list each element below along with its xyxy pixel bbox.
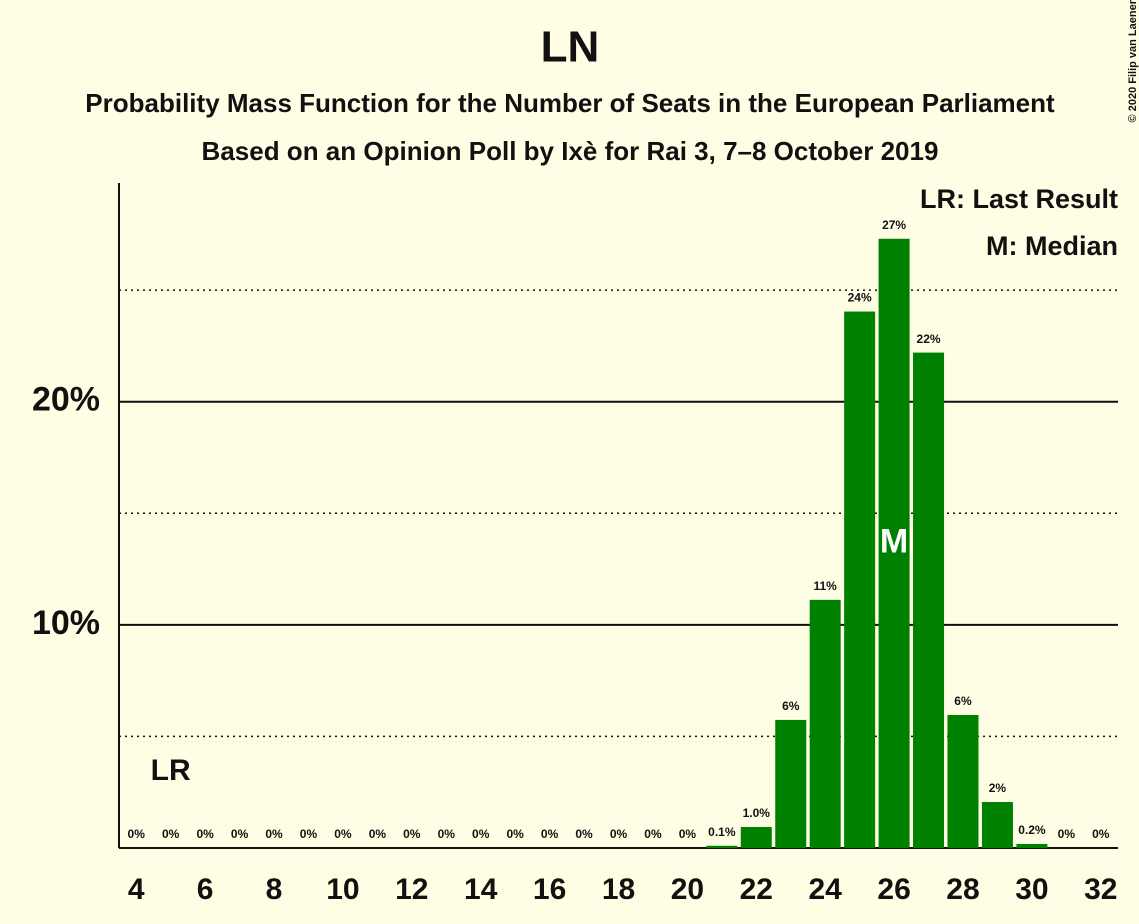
bar (913, 352, 945, 848)
value-label: 24% (848, 291, 872, 305)
value-label: 1.0% (743, 806, 771, 820)
x-tick-label: 32 (1084, 873, 1117, 906)
bar (740, 827, 772, 848)
value-label: 0% (403, 827, 421, 841)
value-label: 0% (265, 827, 283, 841)
bar (947, 715, 979, 848)
x-tick-label: 4 (128, 873, 145, 906)
value-label: 0% (369, 827, 387, 841)
value-label: 0% (644, 827, 662, 841)
value-label: 0% (231, 827, 249, 841)
chart-subtitle: Probability Mass Function for the Number… (85, 88, 1055, 118)
value-label: 0% (334, 827, 352, 841)
x-tick-label: 14 (464, 873, 498, 906)
x-tick-label: 12 (395, 873, 428, 906)
x-tick-label: 30 (1015, 873, 1048, 906)
value-label: 6% (782, 699, 800, 713)
value-label: 0% (679, 827, 697, 841)
bar (775, 719, 807, 848)
median-marker: M (880, 522, 908, 560)
value-label: 0% (196, 827, 214, 841)
legend-entry: LR: Last Result (920, 184, 1118, 214)
x-tick-label: 20 (671, 873, 704, 906)
value-label: 2% (989, 781, 1007, 795)
value-label: 0% (575, 827, 593, 841)
value-label: 0.2% (1018, 823, 1046, 837)
x-tick-label: 16 (533, 873, 566, 906)
value-label: 0% (1058, 827, 1076, 841)
bar (878, 238, 910, 849)
credit: © 2020 Filip van Laenen (1127, 0, 1139, 122)
value-label: 0% (300, 827, 318, 841)
value-label: 0% (438, 827, 456, 841)
chart-subtitle: Based on an Opinion Poll by Ixè for Rai … (202, 136, 939, 166)
x-tick-label: 8 (266, 873, 283, 906)
bar (706, 845, 738, 848)
x-tick-label: 26 (877, 873, 910, 906)
value-label: 0.1% (708, 825, 736, 839)
value-label: 11% (814, 579, 838, 593)
value-label: 0% (162, 827, 180, 841)
bar (981, 802, 1013, 848)
legend-entry: M: Median (986, 231, 1118, 261)
value-label: 0% (472, 827, 490, 841)
x-tick-label: 10 (326, 873, 359, 906)
value-label: 0% (610, 827, 628, 841)
bar (809, 599, 841, 848)
bar (844, 311, 876, 848)
last-result-marker: LR (151, 754, 191, 787)
value-label: 22% (917, 332, 941, 346)
value-label: 0% (1092, 827, 1110, 841)
y-tick-label: 10% (32, 604, 100, 642)
x-tick-label: 24 (809, 873, 843, 906)
value-label: 0% (541, 827, 559, 841)
y-tick-label: 20% (32, 381, 100, 419)
x-tick-label: 18 (602, 873, 635, 906)
value-label: 0% (506, 827, 524, 841)
value-label: 27% (882, 218, 906, 232)
chart-title: LN (541, 23, 600, 72)
bar (1016, 843, 1048, 848)
x-tick-label: 28 (946, 873, 979, 906)
value-label: 6% (954, 694, 972, 708)
x-tick-label: 22 (740, 873, 773, 906)
value-label: 0% (128, 827, 146, 841)
x-tick-label: 6 (197, 873, 214, 906)
